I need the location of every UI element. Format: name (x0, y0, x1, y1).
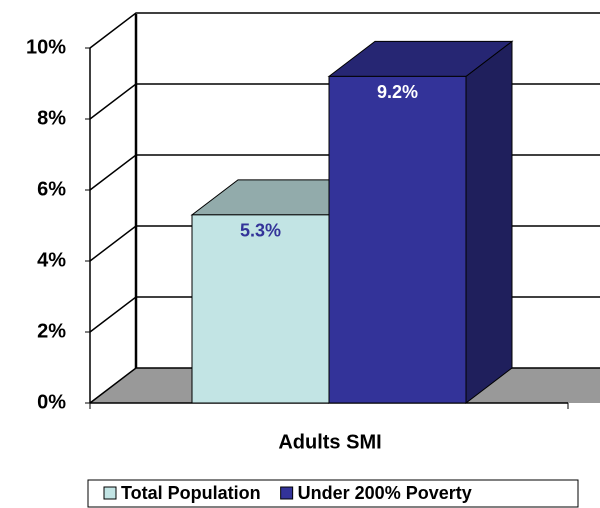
y-tick-label: 0% (37, 391, 66, 413)
bar (191, 214, 330, 404)
bars: 5.3% 9.2% (190, 40, 514, 405)
grid-line (89, 12, 600, 49)
legend-swatch (280, 486, 294, 500)
legend-label: Under 200% Poverty (298, 483, 472, 503)
x-category-label: Adults SMI (278, 431, 381, 453)
y-tick-label: 10% (26, 36, 66, 58)
legend (87, 479, 579, 508)
legend-swatch (103, 486, 117, 500)
y-tick-label: 8% (37, 107, 66, 129)
y-tick-label: 4% (37, 249, 66, 271)
bar (328, 75, 467, 404)
y-tick-label: 2% (37, 320, 66, 342)
legend-items: Total Population Under 200% Poverty (103, 483, 472, 503)
data-label: 5.3% (240, 221, 281, 241)
y-tick-label: 6% (37, 178, 66, 200)
bar-side (465, 40, 513, 405)
legend-label: Total Population (121, 483, 261, 503)
data-label: 9.2% (377, 82, 418, 102)
